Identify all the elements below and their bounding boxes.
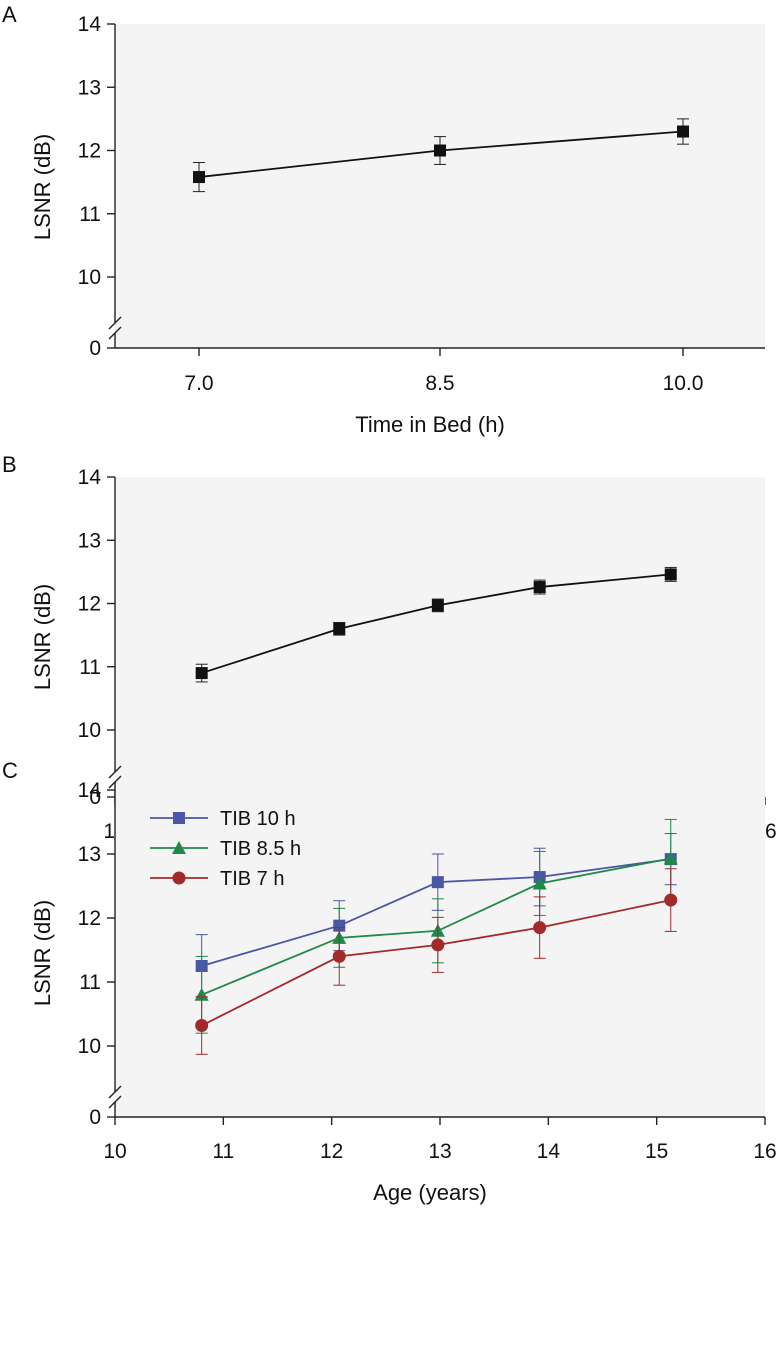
y-axis-break-mark: [108, 775, 122, 789]
data-point: [431, 876, 444, 889]
panel-letter: C: [2, 758, 18, 783]
data-point: [664, 568, 677, 581]
y-axis-break-mark: [108, 326, 122, 340]
data-point: [431, 599, 444, 612]
y-tick-label: 0: [89, 1106, 101, 1129]
x-tick-label: 10: [103, 1140, 126, 1163]
data-point: [194, 987, 209, 1001]
y-tick-label: 13: [78, 843, 101, 866]
series-main: [193, 118, 689, 193]
x-tick-label: 13: [428, 1140, 451, 1163]
panel-b: B0101112131410111213141516Age (years)LSN…: [2, 452, 777, 885]
y-tick-label: 14: [78, 466, 102, 489]
x-tick-label: 16: [753, 1140, 776, 1163]
legend-marker: [172, 841, 186, 854]
legend-label: TIB 8.5 h: [220, 838, 301, 860]
series-tib-7-h: TIB 7 h: [150, 868, 678, 1055]
y-tick-label: 11: [79, 203, 101, 226]
y-tick-label: 10: [78, 1035, 101, 1058]
x-tick-label: 12: [320, 1140, 343, 1163]
y-tick-label: 0: [89, 337, 101, 360]
y-tick-label: 12: [78, 140, 101, 163]
plot-area: [115, 24, 765, 348]
panel-a: A 0 10 11 12 13 14 7.0 8.5 10.0 Time in Bed (h) LSN…: [2, 2, 765, 437]
y-tick-label: 13: [78, 529, 101, 552]
series-main: [195, 566, 677, 683]
data-point: [431, 938, 445, 952]
x-tick-label: 11: [212, 1140, 234, 1163]
data-point: [195, 1019, 209, 1033]
data-point: [677, 125, 689, 138]
y-axis-break-mark: [108, 765, 122, 779]
y-tick-label: 14: [78, 13, 102, 36]
x-axis-title: Time in Bed (h): [355, 412, 505, 437]
x-tick-label: 15: [645, 1140, 668, 1163]
legend-label: TIB 7 h: [220, 868, 284, 890]
legend-label: TIB 10 h: [220, 808, 296, 830]
y-axis-title: LSNR (dB): [30, 134, 55, 240]
legend-marker: [172, 871, 186, 885]
y-axis-break-mark: [108, 1085, 122, 1099]
data-point: [533, 921, 547, 935]
y-tick-label: 12: [78, 593, 101, 616]
y-tick-label: 13: [78, 76, 101, 99]
data-point: [332, 949, 346, 963]
data-point: [532, 876, 547, 890]
y-axis-title: LSNR (dB): [30, 584, 55, 690]
y-tick-label: 0: [89, 786, 101, 809]
y-tick-label: 10: [78, 719, 101, 742]
y-tick-label: 12: [78, 907, 101, 930]
data-point: [663, 851, 678, 865]
x-tick-label: 14: [537, 1140, 561, 1163]
y-tick-label: 11: [79, 656, 101, 679]
x-tick-label: 10.0: [663, 372, 704, 395]
y-tick-label: 11: [79, 971, 101, 994]
y-tick-label: 10: [78, 266, 101, 289]
data-point: [664, 893, 678, 907]
y-tick-label: 14: [78, 779, 102, 802]
x-tick-label: 7.0: [184, 372, 213, 395]
panel-letter: A: [2, 2, 17, 27]
data-point: [533, 581, 546, 594]
legend-marker: [173, 812, 185, 824]
y-axis-break-mark: [108, 316, 122, 330]
y-axis-title: LSNR (dB): [30, 900, 55, 1006]
x-tick-label: 8.5: [425, 372, 454, 395]
plot-area: [115, 790, 765, 1117]
data-point: [195, 667, 208, 680]
panel-letter: B: [2, 452, 17, 477]
x-axis-title: Age (years): [373, 1180, 487, 1205]
plot-area: [115, 477, 765, 797]
data-point: [333, 622, 346, 635]
y-axis-break-mark: [108, 1095, 122, 1109]
data-point: [434, 144, 446, 157]
data-point: [193, 171, 205, 184]
